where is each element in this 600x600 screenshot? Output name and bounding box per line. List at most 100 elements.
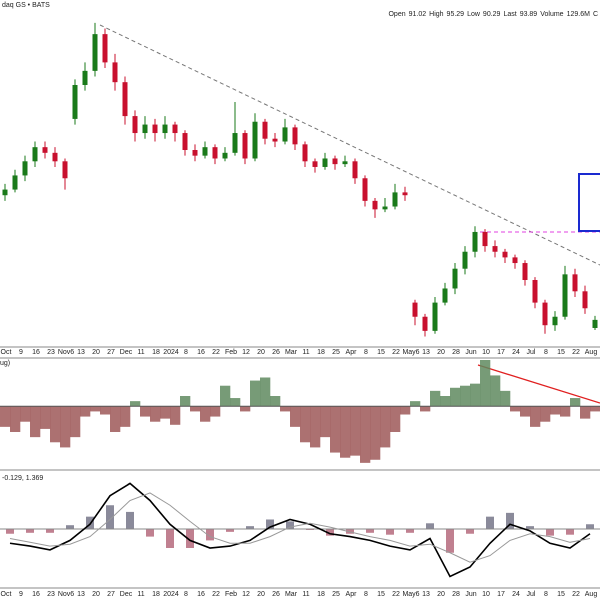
x-tick-label: 26 bbox=[272, 349, 280, 356]
candle-body bbox=[452, 268, 458, 289]
candle-body bbox=[242, 133, 248, 159]
candle-body bbox=[422, 316, 428, 331]
quote-item: C bbox=[593, 11, 598, 18]
candle-body bbox=[262, 121, 268, 139]
candle-body bbox=[592, 319, 598, 328]
area-slice bbox=[180, 396, 191, 407]
area-slice bbox=[260, 377, 271, 407]
area-slice bbox=[550, 406, 561, 415]
candle-body bbox=[372, 200, 378, 210]
candle-body bbox=[382, 206, 388, 210]
quote-item: 90.29 bbox=[483, 11, 501, 18]
area-slice bbox=[320, 406, 331, 438]
candle-body bbox=[492, 246, 498, 252]
area-slice bbox=[490, 375, 501, 407]
histogram-bar bbox=[106, 505, 114, 529]
histogram-bar bbox=[446, 529, 454, 553]
area-slice bbox=[140, 406, 151, 417]
histogram-bar bbox=[46, 529, 54, 533]
area-slice bbox=[90, 406, 101, 412]
area-slice bbox=[20, 406, 31, 422]
x-tick-label: 15 bbox=[377, 349, 385, 356]
indicator-label: -0.129, 1.369 bbox=[2, 475, 43, 482]
histogram-bar bbox=[286, 521, 294, 529]
candle-body bbox=[502, 251, 508, 258]
area-slice bbox=[60, 406, 71, 448]
area-slice bbox=[420, 406, 431, 412]
x-tick-label: 8 bbox=[184, 349, 188, 356]
candle-body bbox=[12, 175, 18, 190]
area-slice bbox=[240, 406, 251, 412]
quote-item: Low bbox=[467, 11, 481, 18]
x-tick-label: 16 bbox=[32, 591, 40, 598]
area-slice bbox=[390, 406, 401, 432]
candle-body bbox=[542, 302, 548, 326]
x-tick-label: 20 bbox=[437, 349, 445, 356]
area-slice bbox=[530, 406, 541, 427]
x-tick-label: Feb bbox=[225, 591, 237, 598]
candle-body bbox=[302, 144, 308, 162]
area-slice bbox=[10, 406, 21, 432]
histogram-bar bbox=[226, 529, 234, 532]
x-tick-label: Jul bbox=[527, 591, 536, 598]
candle-body bbox=[522, 263, 528, 280]
x-tick-label: 18 bbox=[152, 591, 160, 598]
candle-body bbox=[172, 124, 178, 134]
x-tick-label: Jun bbox=[465, 349, 476, 356]
x-tick-label: 22 bbox=[212, 591, 220, 598]
area-slice bbox=[280, 406, 291, 412]
x-tick-label: 8 bbox=[184, 591, 188, 598]
candle-body bbox=[512, 257, 518, 264]
x-tick-label: 22 bbox=[392, 591, 400, 598]
area-slice bbox=[480, 360, 491, 407]
area-slice bbox=[290, 406, 301, 427]
histogram-bar bbox=[166, 529, 174, 548]
histogram-bar bbox=[586, 524, 594, 529]
area-slice bbox=[230, 398, 241, 407]
area-slice bbox=[520, 406, 531, 417]
candle-body bbox=[122, 82, 128, 117]
x-tick-label: Aug bbox=[585, 349, 598, 356]
area-slice bbox=[580, 406, 591, 419]
x-tick-label: Oct bbox=[1, 349, 12, 356]
area-slice bbox=[410, 401, 421, 407]
x-tick-label: Feb bbox=[225, 349, 237, 356]
area-slice bbox=[0, 406, 11, 427]
area-slice bbox=[150, 406, 161, 422]
candle-body bbox=[582, 291, 588, 309]
candle-body bbox=[532, 280, 538, 303]
candle-body bbox=[362, 178, 368, 201]
x-tick-label: Apr bbox=[346, 349, 358, 356]
candle-body bbox=[342, 161, 348, 165]
candle-body bbox=[202, 147, 208, 156]
histogram-bar bbox=[326, 529, 334, 536]
area-slice bbox=[130, 401, 141, 407]
histogram-bar bbox=[206, 529, 214, 541]
x-tick-label: Jul bbox=[527, 349, 536, 356]
histogram-bar bbox=[186, 529, 194, 548]
candle-body bbox=[312, 161, 318, 167]
histogram-bar bbox=[146, 529, 154, 537]
candle-body bbox=[162, 124, 168, 134]
candle-body bbox=[562, 274, 568, 317]
x-tick-label: 28 bbox=[452, 349, 460, 356]
candle-body bbox=[282, 127, 288, 142]
area-slice bbox=[220, 385, 231, 407]
x-tick-label: 28 bbox=[452, 591, 460, 598]
area-slice bbox=[160, 406, 171, 419]
x-tick-label: Nov6 bbox=[58, 349, 74, 356]
x-tick-label: 23 bbox=[47, 591, 55, 598]
x-tick-label: 17 bbox=[497, 591, 505, 598]
x-tick-label: 13 bbox=[77, 591, 85, 598]
candle-body bbox=[102, 34, 108, 63]
candle-body bbox=[552, 316, 558, 326]
histogram-bar bbox=[366, 529, 374, 533]
histogram-bar bbox=[526, 526, 534, 529]
area-slice bbox=[450, 387, 461, 407]
x-tick-label: 11 bbox=[137, 591, 144, 598]
x-tick-label: 25 bbox=[332, 591, 340, 598]
histogram-bar bbox=[406, 529, 414, 533]
x-tick-label: 8 bbox=[364, 349, 368, 356]
x-tick-label: 20 bbox=[257, 349, 265, 356]
